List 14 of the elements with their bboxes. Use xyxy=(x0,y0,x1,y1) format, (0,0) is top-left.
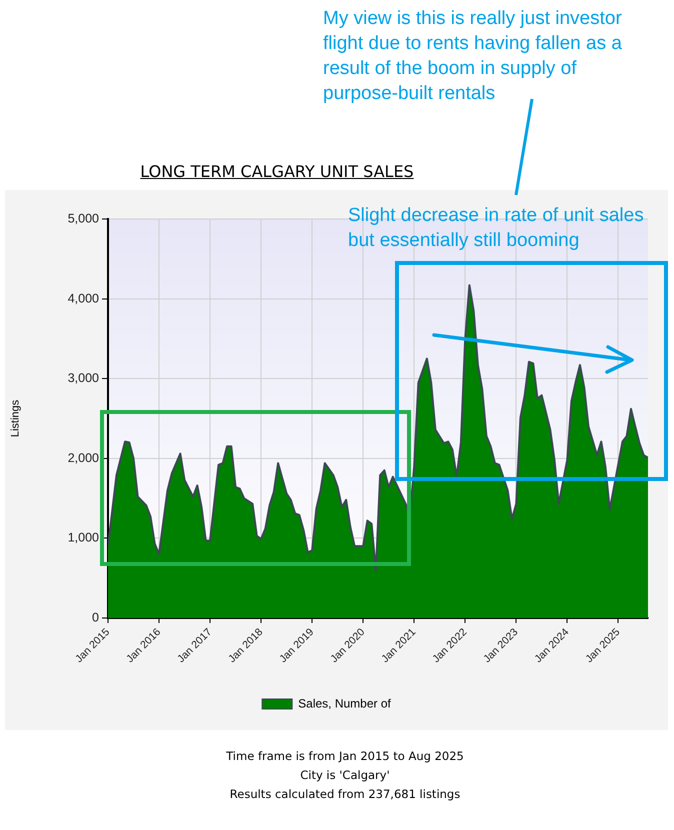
y-tick-label: 5,000 xyxy=(68,211,100,226)
chart-title: LONG TERM CALGARY UNIT SALES xyxy=(139,162,415,181)
text: Time frame is from Jan 2015 to Aug 2025 xyxy=(225,749,465,763)
legend-label: Sales, Number of xyxy=(298,696,392,710)
y-tick-label: 0 xyxy=(92,610,100,624)
y-tick-label: 4,000 xyxy=(68,291,100,306)
y-tick-label: 1,000 xyxy=(68,530,100,545)
text: City is 'Calgary' xyxy=(299,768,391,782)
y-tick-label: 3,000 xyxy=(68,371,100,386)
y-axis-title: Listings xyxy=(10,399,22,438)
y-tick-label: 2,000 xyxy=(68,450,100,465)
annotation: Slight decrease in rate of unit sales but essentially still booming xyxy=(348,204,645,253)
text: Results calculated from 237,681 listings xyxy=(228,787,462,801)
text: My view is this is really just investor flight due to rents having fallen as a result of the boom in supply of purpose-built rentals xyxy=(323,7,623,106)
